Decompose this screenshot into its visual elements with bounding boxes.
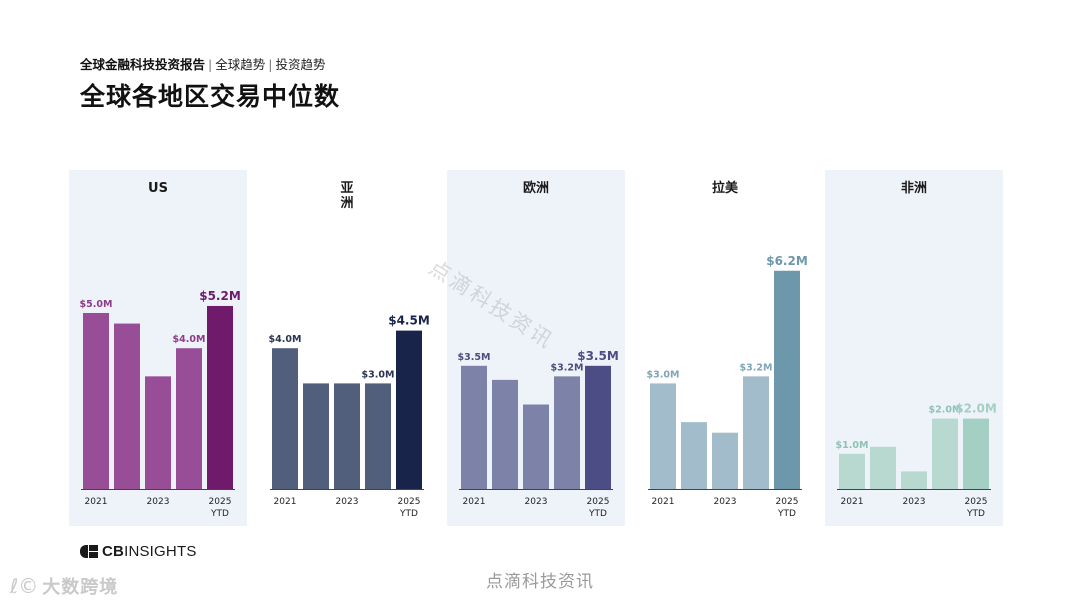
data-label: $3.2M bbox=[551, 362, 584, 373]
bar bbox=[461, 365, 487, 489]
data-label: $3.5M bbox=[577, 349, 619, 363]
bar bbox=[681, 422, 707, 489]
region-title: 亚 bbox=[340, 181, 353, 196]
x-tick-label: YTD bbox=[588, 509, 607, 519]
x-tick-label: 2025 bbox=[965, 497, 988, 507]
bar bbox=[774, 270, 800, 489]
bar bbox=[492, 379, 518, 489]
breadcrumb-separator: | bbox=[208, 57, 213, 72]
bar bbox=[303, 383, 329, 489]
data-label: $2.0M bbox=[929, 405, 962, 416]
region-title: 欧洲 bbox=[523, 180, 549, 196]
cbinsights-logo-text: CBINSIGHTS bbox=[102, 543, 197, 560]
swirl-icon: ℓ© bbox=[10, 574, 39, 598]
x-tick-label: 2023 bbox=[336, 497, 359, 507]
bar bbox=[963, 418, 989, 489]
x-tick-label: YTD bbox=[966, 509, 985, 519]
report-name: 全球金融科技投资报告 bbox=[80, 57, 206, 72]
bar bbox=[523, 404, 549, 489]
data-label: $6.2M bbox=[766, 254, 808, 268]
x-tick-label: 2023 bbox=[525, 497, 548, 507]
bar bbox=[272, 348, 298, 489]
region-chart: US $5.0M $4.0M $5.2M 2021 2023 2025 YTD bbox=[69, 170, 247, 526]
x-tick-label: YTD bbox=[210, 509, 229, 519]
region-title: 洲 bbox=[340, 196, 353, 211]
data-label: $1.0M bbox=[836, 440, 869, 451]
bar bbox=[901, 471, 927, 489]
report-header: 全球金融科技投资报告 | 全球趋势 | 投资趋势 全球各地区交易中位数 bbox=[80, 54, 340, 113]
x-tick-label: 2023 bbox=[147, 497, 170, 507]
breadcrumb-global-trends: 全球趋势 bbox=[215, 57, 266, 72]
bar bbox=[870, 446, 896, 489]
breadcrumb-investment-trends: 投资趋势 bbox=[275, 57, 326, 72]
bar bbox=[365, 383, 391, 489]
x-tick-label: 2021 bbox=[841, 497, 864, 507]
x-tick-label: YTD bbox=[777, 509, 796, 519]
cbinsights-logo: CBINSIGHTS bbox=[80, 543, 197, 560]
x-tick-label: 2021 bbox=[652, 497, 675, 507]
corner-watermark: ℓ© 大数跨境 bbox=[10, 573, 118, 599]
x-tick-label: YTD bbox=[399, 509, 418, 519]
bar bbox=[839, 453, 865, 489]
x-tick-label: 2023 bbox=[903, 497, 926, 507]
bar bbox=[554, 376, 580, 489]
x-tick-label: 2025 bbox=[209, 497, 232, 507]
x-tick-label: 2023 bbox=[714, 497, 737, 507]
bar bbox=[145, 376, 171, 489]
data-label: $5.0M bbox=[80, 299, 113, 310]
bar bbox=[207, 305, 233, 489]
x-tick-label: 2021 bbox=[274, 497, 297, 507]
region-title: 拉美 bbox=[712, 180, 739, 196]
x-tick-label: 2021 bbox=[85, 497, 108, 507]
data-label: $4.5M bbox=[388, 314, 430, 328]
region-chart: 亚洲 $4.0M $3.0M $4.5M 2021 2023 2025 YTD bbox=[269, 181, 430, 519]
data-label: $3.0M bbox=[647, 369, 680, 380]
bar bbox=[650, 383, 676, 489]
bar bbox=[712, 432, 738, 489]
x-tick-label: 2025 bbox=[587, 497, 610, 507]
x-tick-label: 2025 bbox=[776, 497, 799, 507]
region-title: US bbox=[148, 181, 168, 196]
data-label: $4.0M bbox=[269, 334, 302, 345]
x-tick-label: 2025 bbox=[398, 497, 421, 507]
bar bbox=[114, 323, 140, 489]
bar bbox=[585, 365, 611, 489]
x-tick-label: 2021 bbox=[463, 497, 486, 507]
region-chart: 拉美 $3.0M $3.2M $6.2M 2021 2023 2025 YTD bbox=[647, 180, 808, 519]
bar bbox=[743, 376, 769, 489]
bar bbox=[176, 348, 202, 489]
breadcrumb-separator: | bbox=[268, 57, 273, 72]
data-label: $3.2M bbox=[740, 362, 773, 373]
data-label: $3.5M bbox=[458, 352, 491, 363]
bar bbox=[396, 330, 422, 489]
bottom-watermark: 点滴科技资讯 bbox=[486, 572, 594, 592]
data-label: $5.2M bbox=[199, 289, 241, 303]
region-chart: 非洲 $1.0M $2.0M$2.0M 2021 2023 2025 YTD bbox=[825, 170, 1003, 526]
bar bbox=[932, 418, 958, 489]
page-title: 全球各地区交易中位数 bbox=[80, 82, 341, 111]
bar bbox=[334, 383, 360, 489]
bar bbox=[83, 313, 109, 489]
corner-watermark-text: 大数跨境 bbox=[42, 577, 119, 598]
region-title: 非洲 bbox=[901, 180, 927, 196]
breadcrumb: 全球金融科技投资报告 | 全球趋势 | 投资趋势 bbox=[80, 54, 340, 73]
data-label: $4.0M bbox=[173, 334, 206, 345]
cbinsights-logo-icon bbox=[80, 545, 98, 558]
data-label: $3.0M bbox=[362, 369, 395, 380]
data-label: $2.0M bbox=[955, 402, 997, 416]
